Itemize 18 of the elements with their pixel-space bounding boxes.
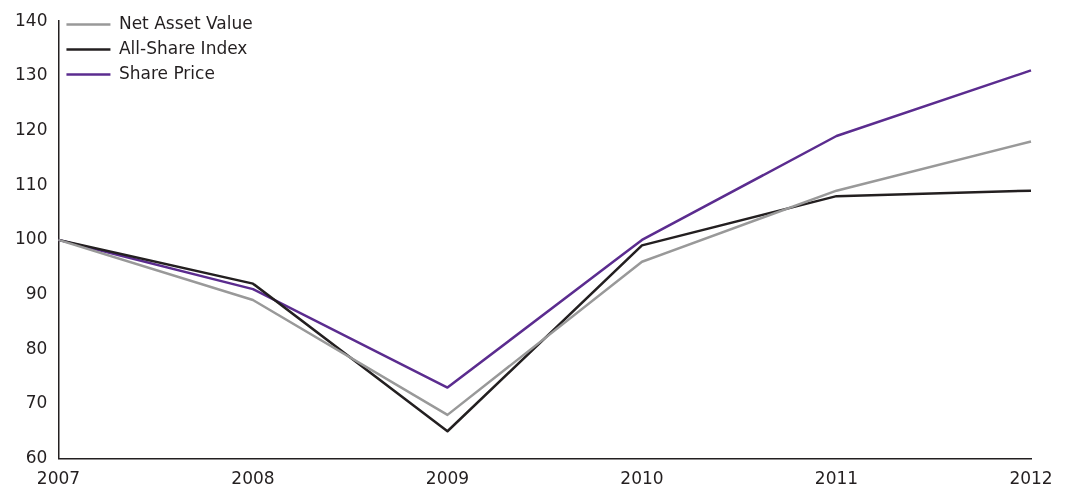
x-tick-label: 2009 bbox=[425, 468, 470, 489]
y-tick-label: 100 bbox=[14, 228, 48, 249]
y-tick-label: 140 bbox=[14, 9, 48, 30]
x-tick-label: 2007 bbox=[36, 468, 81, 489]
legend-label: Net Asset Value bbox=[118, 12, 253, 33]
y-tick-label: 120 bbox=[14, 118, 48, 139]
x-tick-label: 2010 bbox=[620, 468, 664, 489]
legend-label: Share Price bbox=[118, 62, 215, 83]
legend-label: All-Share Index bbox=[118, 37, 248, 58]
x-tick-label: 2011 bbox=[814, 468, 859, 489]
y-tick-label: 60 bbox=[25, 447, 48, 468]
y-tick-label: 110 bbox=[14, 173, 48, 194]
y-tick-label: 130 bbox=[14, 64, 48, 85]
x-tick-label: 2008 bbox=[231, 468, 275, 489]
y-tick-label: 80 bbox=[25, 337, 48, 358]
y-tick-label: 70 bbox=[25, 392, 48, 413]
y-tick-label: 90 bbox=[25, 283, 48, 303]
x-tick-label: 2012 bbox=[1009, 468, 1053, 489]
